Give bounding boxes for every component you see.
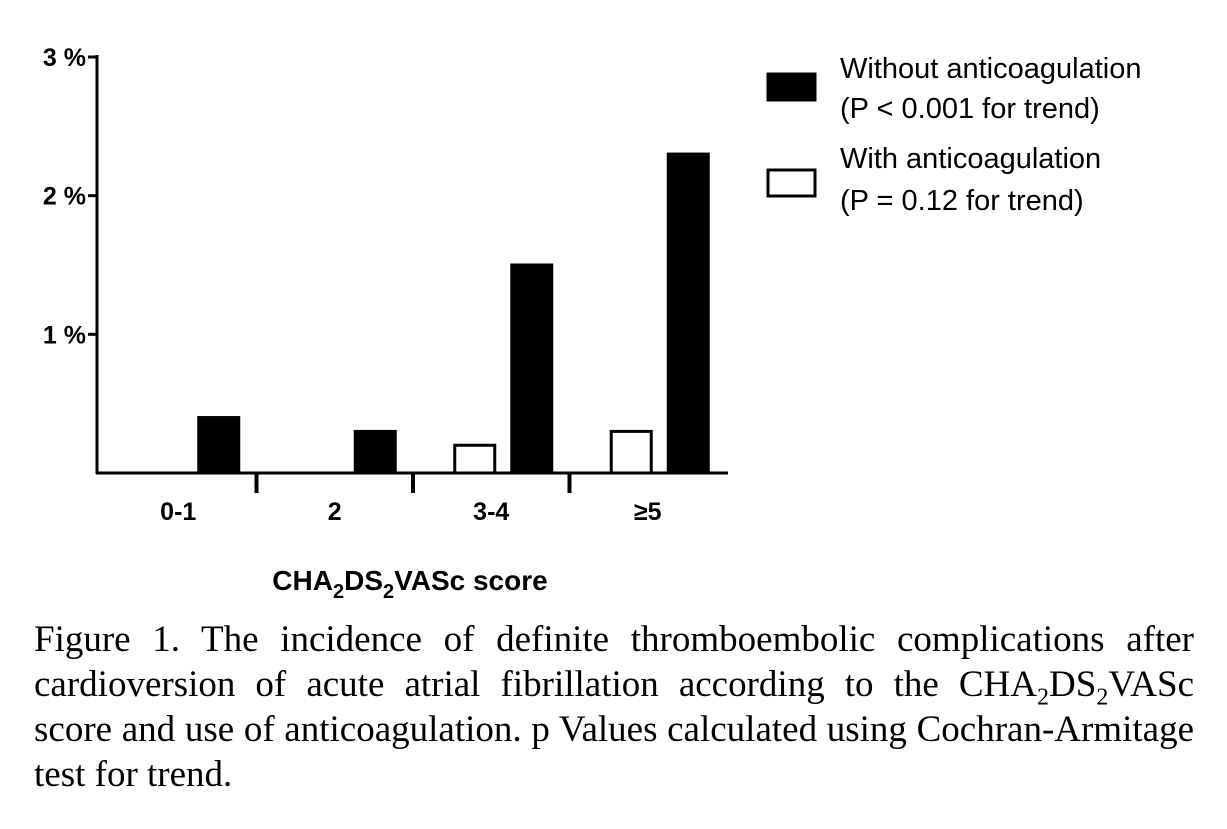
legend-label-without: Without anticoagulation (840, 53, 1141, 85)
legend-note-without: (P < 0.001 for trend) (840, 93, 1100, 125)
x-axis-label: CHA2DS2VASc score (272, 565, 547, 603)
bar-with-anticoagulation (609, 429, 653, 475)
bars (197, 152, 710, 475)
figure-caption: Figure 1. The incidence of definite thro… (34, 619, 1194, 795)
x-tick-label: 2 (328, 498, 342, 526)
y-tick-label: 3 % (43, 44, 86, 72)
legend-swatch-without (766, 72, 817, 102)
legend-label-with: With anticoagulation (840, 143, 1101, 175)
y-tick-label: 1 % (43, 321, 86, 349)
y-ticks: 1 % 2 % 3 % (43, 44, 97, 349)
bar-without-anticoagulation (197, 416, 241, 475)
bar-without-anticoagulation (353, 429, 397, 475)
legend-note-with: (P = 0.12 for trend) (840, 185, 1084, 217)
bar-without-anticoagulation (666, 152, 710, 475)
legend: Without anticoagulation (P < 0.001 for t… (766, 53, 1141, 217)
x-tick-label: 0-1 (160, 498, 196, 526)
x-ticks: 0-1 2 3-4 ≥5 (160, 473, 662, 526)
bar-with-anticoagulation (453, 443, 497, 475)
bar-without-anticoagulation (510, 263, 554, 475)
x-tick-label: 3-4 (473, 498, 509, 526)
legend-swatch-with (766, 168, 817, 198)
chart: 1 % 2 % 3 % 0-1 2 3-4 ≥5 CHA2DS2VASc score Wi… (43, 44, 1142, 603)
y-tick-label: 2 % (43, 183, 86, 211)
x-tick-label: ≥5 (634, 498, 662, 526)
chart-axes (95, 55, 728, 475)
